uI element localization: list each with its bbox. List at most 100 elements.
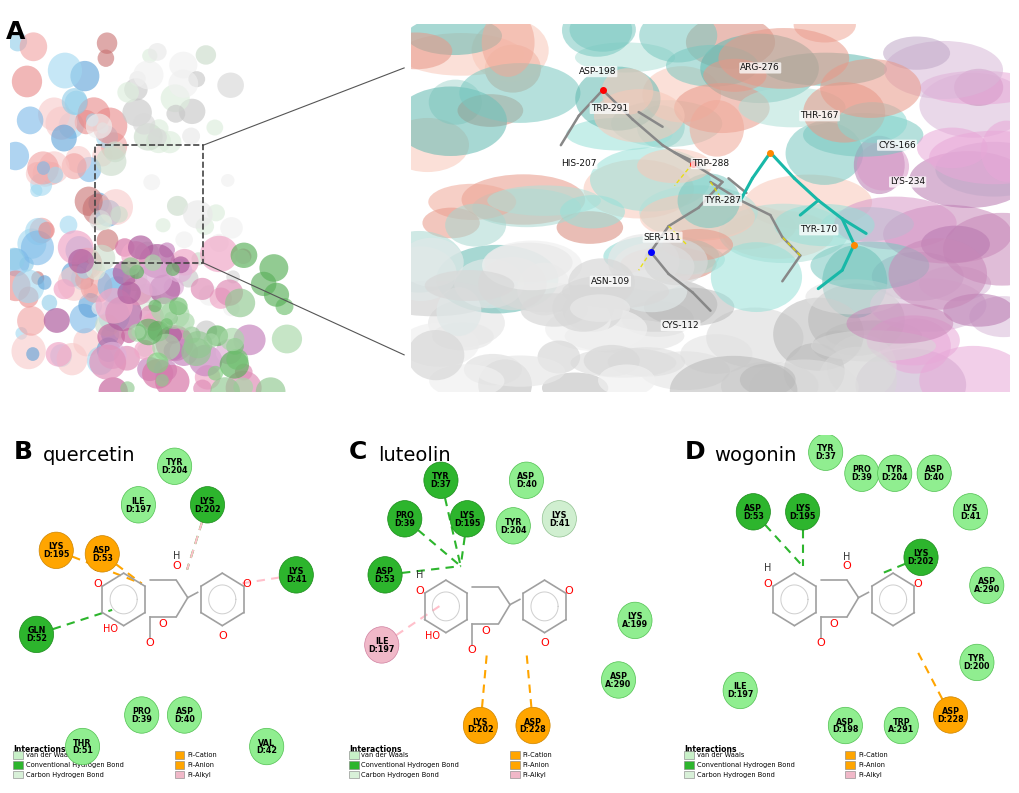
Ellipse shape [166,262,179,276]
Circle shape [827,707,862,744]
Ellipse shape [802,82,884,143]
FancyBboxPatch shape [845,751,854,759]
Text: A:290: A:290 [973,585,999,594]
Ellipse shape [8,32,28,52]
Ellipse shape [139,244,175,278]
Ellipse shape [123,268,148,291]
Ellipse shape [677,174,740,228]
Ellipse shape [164,312,177,325]
Text: ILE: ILE [733,683,746,691]
Ellipse shape [81,270,112,303]
Ellipse shape [484,44,540,93]
Ellipse shape [705,308,803,368]
Ellipse shape [570,294,630,322]
Ellipse shape [233,377,253,396]
Ellipse shape [42,295,57,311]
Ellipse shape [166,105,185,123]
FancyBboxPatch shape [174,751,184,759]
Ellipse shape [78,293,102,318]
Text: B: B [13,440,33,464]
Text: LYS: LYS [627,612,642,622]
Ellipse shape [178,269,199,288]
Ellipse shape [76,262,92,278]
Text: O: O [243,579,251,588]
Text: ASP: ASP [977,577,995,586]
Ellipse shape [928,131,1019,184]
Circle shape [508,462,543,499]
Text: Carbon Hydrogen Bond: Carbon Hydrogen Bond [696,772,773,778]
Ellipse shape [115,238,135,257]
Text: D:197: D:197 [368,645,394,653]
Ellipse shape [206,325,228,347]
Ellipse shape [464,354,522,385]
Ellipse shape [824,320,921,351]
Ellipse shape [129,71,146,86]
Ellipse shape [685,16,774,69]
Ellipse shape [59,216,77,234]
Ellipse shape [41,162,63,185]
Circle shape [449,500,484,537]
Text: ILE: ILE [131,496,145,506]
Ellipse shape [639,186,757,239]
Ellipse shape [88,245,115,271]
Text: Pi-Alkyl: Pi-Alkyl [522,772,546,778]
Text: O: O [218,631,226,642]
FancyBboxPatch shape [845,761,854,768]
Text: wogonin: wogonin [713,446,796,465]
Ellipse shape [135,340,155,360]
Ellipse shape [720,362,818,410]
Ellipse shape [117,82,139,102]
Ellipse shape [31,173,52,196]
FancyBboxPatch shape [510,761,520,768]
Text: TYR: TYR [816,444,834,454]
Ellipse shape [428,79,482,125]
Ellipse shape [12,66,42,98]
Text: D:41: D:41 [285,575,307,584]
Ellipse shape [105,296,142,331]
Ellipse shape [673,204,796,250]
Ellipse shape [826,335,896,400]
Ellipse shape [135,285,161,311]
Ellipse shape [817,347,896,414]
Ellipse shape [953,69,1003,106]
Text: LYS: LYS [288,567,304,576]
Text: ILE: ILE [375,637,388,646]
Ellipse shape [209,288,231,308]
Ellipse shape [121,328,137,343]
Ellipse shape [569,7,635,52]
Ellipse shape [3,247,24,270]
Ellipse shape [73,328,100,356]
Circle shape [542,500,576,537]
Ellipse shape [597,365,654,396]
Ellipse shape [230,243,257,268]
Ellipse shape [785,122,862,185]
Ellipse shape [160,318,172,330]
Ellipse shape [607,234,679,289]
Circle shape [969,567,1003,603]
Text: A:290: A:290 [605,680,631,688]
Text: CYS-166: CYS-166 [877,140,915,150]
Text: luteolin: luteolin [378,446,450,465]
Text: Conventional Hydrogen Bond: Conventional Hydrogen Bond [25,762,123,768]
Ellipse shape [721,210,833,259]
Ellipse shape [155,365,190,398]
Text: PRO: PRO [852,465,870,474]
Circle shape [463,707,497,744]
Ellipse shape [878,318,950,374]
Text: Pi-Alkyl: Pi-Alkyl [186,772,211,778]
Ellipse shape [834,197,956,250]
Circle shape [65,728,100,764]
Ellipse shape [46,342,71,366]
Text: TRP: TRP [892,718,909,726]
Ellipse shape [259,255,288,282]
Ellipse shape [77,98,110,132]
Ellipse shape [820,207,913,241]
Ellipse shape [264,283,288,307]
Text: ASP-198: ASP-198 [578,67,615,76]
Text: D:39: D:39 [851,473,871,482]
Text: van der Waals: van der Waals [361,753,409,758]
Text: H: H [763,563,771,573]
Ellipse shape [882,36,949,70]
Ellipse shape [149,300,161,312]
Text: D:202: D:202 [467,726,493,734]
